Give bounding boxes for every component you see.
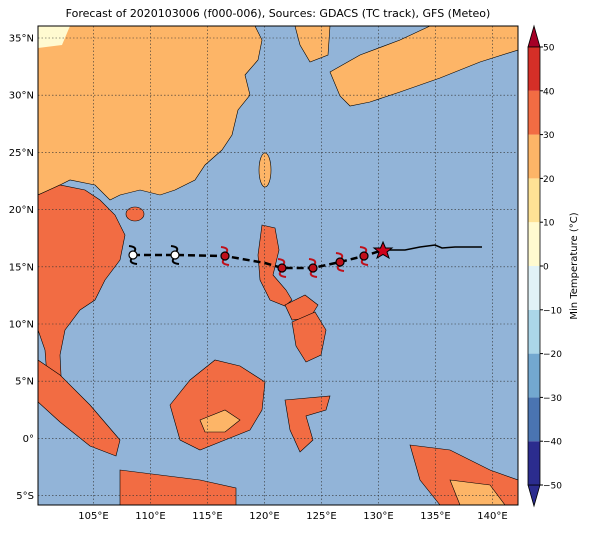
borneo-interior	[199, 409, 241, 433]
colorbar: −50 −40 −30 −20 −10 0 10 20 30 40 50	[527, 24, 562, 508]
lon-label: 110°E	[135, 511, 165, 522]
storm-eye	[308, 263, 318, 273]
map	[38, 26, 518, 505]
storm-eye	[128, 250, 138, 260]
lat-label: 15°N	[9, 262, 34, 273]
colorbar-tick-label: 50	[543, 44, 555, 54]
lat-label: 0°	[23, 434, 34, 445]
colorbar-tick-label: 10	[543, 219, 555, 229]
colorbar-band	[528, 397, 540, 442]
colorbar-band	[528, 309, 540, 354]
colorbar-band	[528, 441, 540, 485]
colorbar-band	[528, 353, 540, 398]
storm-eye	[170, 250, 180, 260]
past-track	[383, 244, 482, 251]
colorbar-label: Min Temperature (°C)	[569, 212, 580, 319]
colorbar-tick-label: 40	[543, 87, 555, 97]
lat-label: 35°N	[9, 34, 34, 45]
colorbar-band	[528, 178, 540, 223]
colorbar-tick-label: 0	[543, 263, 549, 273]
borneo	[169, 359, 266, 451]
storm-eye	[220, 251, 230, 261]
luzon	[257, 224, 293, 307]
mindanao	[291, 311, 327, 363]
java	[119, 469, 237, 505]
forecast-track	[133, 248, 384, 270]
lat-label: 5°S	[16, 491, 34, 502]
korea	[294, 26, 331, 63]
visayas	[284, 294, 319, 321]
title: Forecast of 2020103006 (f000-006), Sourc…	[66, 7, 491, 20]
colorbar-tick-label: −40	[543, 438, 562, 448]
lon-label: 135°E	[420, 511, 450, 522]
japan	[329, 26, 518, 107]
colorbar-extend-top	[527, 24, 541, 48]
cool-area	[38, 26, 70, 48]
colorbar-extend-bottom	[527, 484, 541, 508]
colorbar-tick-label: 30	[543, 131, 555, 141]
storm-eye	[335, 257, 345, 267]
lat-label: 25°N	[9, 148, 34, 159]
axes: 35°N 30°N 25°N 20°N 15°N 10°N 5°N 0° 5°S 105°E 110…	[9, 34, 508, 523]
colorbar-band	[528, 47, 540, 91]
colorbar-tick-label: −30	[543, 394, 562, 404]
colorbar-band	[528, 134, 540, 179]
colorbar-tick-label: −10	[543, 306, 562, 316]
colorbar-band	[528, 222, 540, 266]
map-frame	[37, 25, 519, 506]
colorbar-tick-label: −50	[543, 482, 562, 492]
lat-label: 10°N	[9, 320, 34, 331]
colorbar-tick-label: −20	[543, 350, 562, 360]
grid	[38, 26, 518, 505]
lon-label: 125°E	[306, 511, 336, 522]
taiwan	[258, 152, 272, 188]
current-position	[372, 240, 394, 260]
storm-eye	[277, 263, 287, 273]
colorbar-tick-label: 20	[543, 175, 555, 185]
lat-label: 20°N	[9, 205, 34, 216]
storm-symbols	[128, 245, 369, 278]
china	[38, 26, 263, 201]
sumatra	[38, 359, 121, 457]
hainan	[125, 206, 145, 222]
colorbar-band	[528, 90, 540, 135]
lat-label: 30°N	[9, 91, 34, 102]
new-guinea-highland	[449, 479, 506, 505]
lon-label: 130°E	[363, 511, 393, 522]
lat-label: 5°N	[15, 377, 34, 388]
lon-label: 105°E	[78, 511, 108, 522]
storm-eye	[359, 251, 369, 261]
lon-label: 115°E	[192, 511, 222, 522]
sulawesi	[284, 395, 331, 453]
lon-label: 120°E	[249, 511, 279, 522]
lon-label: 140°E	[477, 511, 507, 522]
colorbar-band	[528, 266, 540, 310]
